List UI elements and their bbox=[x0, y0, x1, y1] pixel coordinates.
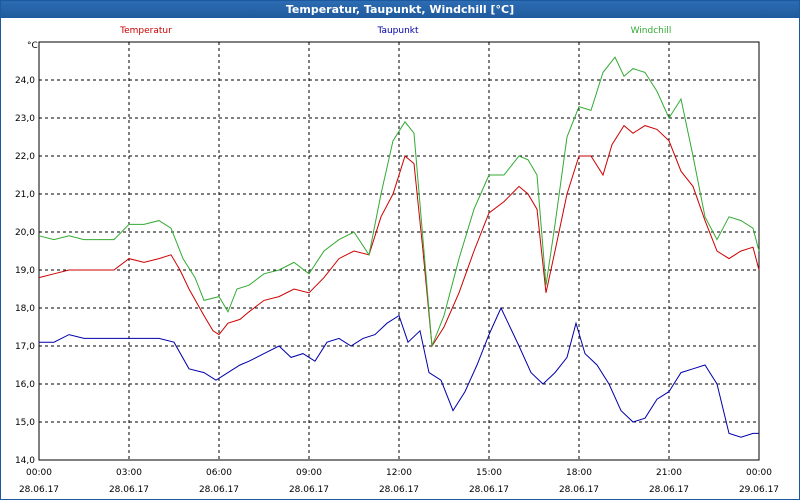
x-tick-time-label: 18:00 bbox=[566, 468, 592, 478]
x-tick-date-label: 28.06.17 bbox=[289, 485, 329, 495]
x-tick-date-label: 28.06.17 bbox=[469, 485, 509, 495]
x-tick-date-label: 28.06.17 bbox=[649, 485, 689, 495]
y-tick-label: 22,0 bbox=[15, 152, 35, 162]
x-tick-date-label: 28.06.17 bbox=[379, 485, 419, 495]
legend-windchill: Windchill bbox=[631, 26, 672, 36]
y-axis-unit-label: °C bbox=[27, 41, 38, 51]
y-tick-label: 21,0 bbox=[15, 190, 35, 200]
window-title: Temperatur, Taupunkt, Windchill [°C] bbox=[1, 1, 799, 18]
series-line-temperatur bbox=[38, 124, 760, 348]
x-tick-time-label: 00:00 bbox=[26, 468, 52, 478]
y-tick-label: 24,0 bbox=[15, 76, 35, 86]
x-tick-date-label: 29.06.17 bbox=[739, 485, 779, 495]
line-chart: 14,0 15,0 16,0 17,0 18,0 19,0 20,0 21,0 22,0 23,0… bbox=[15, 26, 779, 495]
x-tick-time-label: 12:00 bbox=[386, 468, 412, 478]
x-tick-time-label: 06:00 bbox=[206, 468, 232, 478]
legend-taupunkt: Taupunkt bbox=[376, 26, 419, 36]
series-line-windchill bbox=[38, 56, 760, 347]
y-tick-label: 23,0 bbox=[15, 114, 35, 124]
x-tick-date-label: 28.06.17 bbox=[559, 485, 599, 495]
y-tick-label: 20,0 bbox=[15, 228, 35, 238]
y-tick-label: 15,0 bbox=[15, 418, 35, 428]
y-tick-label: 17,0 bbox=[15, 342, 35, 352]
x-tick-time-label: 00:00 bbox=[746, 468, 772, 478]
y-tick-label: 19,0 bbox=[15, 266, 35, 276]
y-tick-label: 16,0 bbox=[15, 380, 35, 390]
legend-temperatur: Temperatur bbox=[119, 26, 172, 36]
y-tick-label: 18,0 bbox=[15, 304, 35, 314]
x-tick-date-label: 28.06.17 bbox=[19, 485, 59, 495]
x-tick-time-label: 21:00 bbox=[656, 468, 682, 478]
x-tick-time-label: 15:00 bbox=[476, 468, 502, 478]
y-tick-label: 14,0 bbox=[15, 456, 35, 466]
x-tick-time-label: 09:00 bbox=[296, 468, 322, 478]
series-line-taupunkt bbox=[39, 306, 759, 438]
x-tick-date-label: 28.06.17 bbox=[109, 485, 149, 495]
x-tick-time-label: 03:00 bbox=[116, 468, 142, 478]
x-tick-date-label: 28.06.17 bbox=[199, 485, 239, 495]
